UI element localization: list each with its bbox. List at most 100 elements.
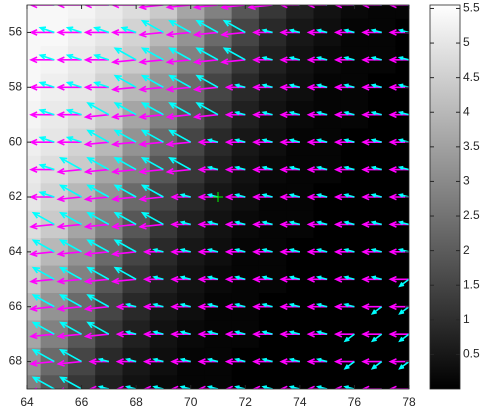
arrow [343,138,355,143]
arrow [56,305,82,312]
heat-cell [40,5,69,20]
arrow [83,167,109,175]
arrow [168,47,192,61]
arrow [206,330,219,335]
arrow [86,157,110,171]
arrow [306,5,328,9]
arrow [113,239,137,253]
arrow [288,330,301,335]
arrow [315,193,328,198]
arrow [113,47,137,61]
arrow [234,275,246,281]
arrow [370,275,382,281]
arrow [83,195,109,203]
arrow [138,113,164,120]
arrow [29,56,55,64]
arrow [65,53,82,61]
arrow [38,53,55,61]
arrow [343,83,355,89]
arrow [29,332,55,340]
arrow [361,303,382,311]
arrow [58,321,82,335]
arrow [179,330,191,335]
arrow [86,266,110,280]
arrow [343,302,355,308]
arrow [83,222,109,230]
arrow [388,385,409,389]
arrow [192,85,219,93]
y-tick-label: 60 [9,134,23,148]
arrow [179,275,191,281]
arrow [56,359,82,367]
arrow [168,74,192,88]
arrow [192,58,219,66]
arrow [343,333,355,343]
colorbar-tick-label: 3 [463,174,470,188]
arrow [29,138,55,146]
arrow [152,275,164,281]
arrow [370,220,382,226]
arrow [206,220,219,226]
arrow [56,332,82,340]
arrow [370,165,382,171]
arrow [29,111,55,119]
arrow [83,83,109,91]
arrow [111,195,137,203]
arrow [140,102,164,116]
arrow [29,166,55,174]
arrow [31,266,55,280]
arrow [288,110,301,116]
arrow [222,47,246,61]
arrow [343,220,355,226]
arrow [29,222,55,230]
arrow [56,111,82,119]
arrow [343,110,355,116]
arrow [315,357,328,363]
arrow [270,5,273,6]
arrow [142,385,164,389]
arrow [398,306,409,315]
y-tick-label: 58 [9,79,23,93]
arrow [27,168,28,170]
arrow [31,211,55,226]
quiver [4,5,409,393]
x-tick-label: 78 [402,395,416,409]
arrow [111,250,137,258]
arrow [370,333,383,343]
arrow [189,5,191,6]
arrow [56,5,82,9]
arrow [29,5,55,9]
arrow [29,193,55,201]
arrow [319,5,328,6]
arrow [29,28,55,36]
arrow [234,330,246,335]
colorbar-tick-label: 1 [463,312,470,326]
arrow [38,136,55,143]
arrow [370,248,382,253]
arrow [380,388,382,389]
arrow [288,302,301,308]
arrow [206,302,219,308]
arrow [261,28,273,34]
arrow [234,193,246,198]
arrow [370,83,382,89]
arrow [31,321,55,335]
arrow [170,385,191,389]
arrow [333,358,355,366]
arrow [388,330,409,338]
arrow [343,193,355,198]
arrow [288,83,301,89]
arrow [93,81,110,89]
arrow [86,102,110,116]
arrow [65,26,82,34]
arrow [111,113,137,120]
arrow [29,277,55,285]
arrow [140,184,164,198]
arrow [86,211,110,226]
arrow [152,357,164,363]
arrow [83,305,109,312]
arrow [113,102,137,116]
arrow [243,5,246,6]
arrow [138,85,164,93]
arrow [4,388,27,393]
